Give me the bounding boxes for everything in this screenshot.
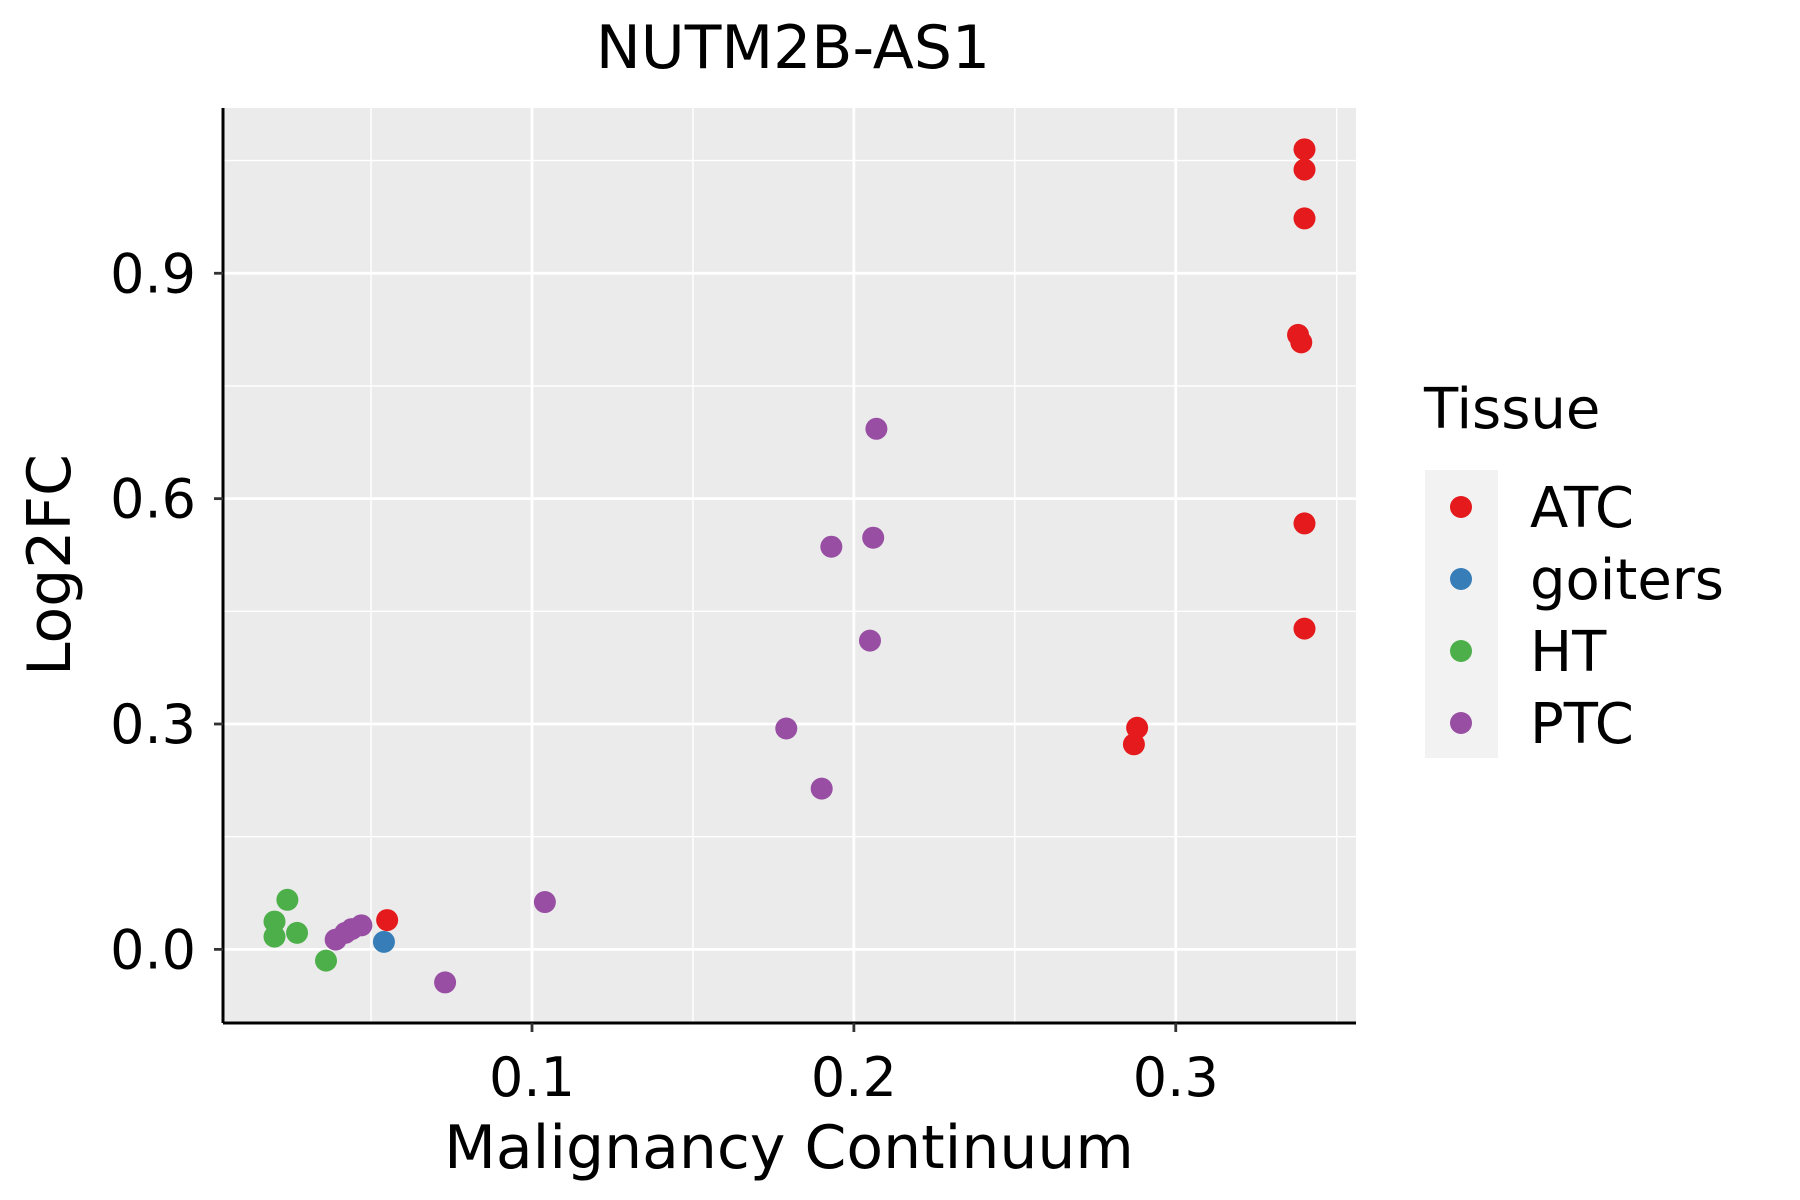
legend-key-goiters xyxy=(1450,568,1472,590)
legend-label-atc: ATC xyxy=(1530,476,1634,541)
point-ht xyxy=(263,925,286,948)
point-ptc xyxy=(324,928,347,951)
legend-key-ht xyxy=(1450,640,1472,662)
point-ptc xyxy=(810,777,833,800)
y-tick-label: 0.9 xyxy=(110,242,196,305)
point-atc xyxy=(376,909,399,932)
legend-label-ptc: PTC xyxy=(1530,692,1634,757)
point-atc xyxy=(1293,512,1316,535)
x-tick-label: 0.2 xyxy=(811,1046,897,1109)
x-tick-label: 0.3 xyxy=(1133,1046,1219,1109)
data-points xyxy=(263,138,1316,994)
legend-key-ptc xyxy=(1450,712,1472,734)
point-atc xyxy=(1293,158,1316,181)
y-axis-ticks: 0.0 0.3 0.6 0.9 xyxy=(110,242,223,981)
point-atc xyxy=(1290,331,1313,354)
minor-grid xyxy=(223,108,1356,1023)
point-atc xyxy=(1293,138,1316,161)
chart-title: NUTM2B-AS1 xyxy=(596,13,990,83)
point-ptc xyxy=(865,417,888,440)
x-axis-ticks: 0.1 0.2 0.3 xyxy=(489,1023,1219,1109)
y-tick-label: 0.0 xyxy=(110,918,196,981)
point-atc xyxy=(1293,207,1316,230)
y-axis-title: Log2FC xyxy=(15,454,85,676)
point-goiters xyxy=(372,930,395,953)
point-atc xyxy=(1122,733,1145,756)
point-ptc xyxy=(820,535,843,558)
legend: Tissue ATC goiters HT PTC xyxy=(1423,377,1724,758)
y-tick-label: 0.3 xyxy=(110,693,196,756)
plot-panel xyxy=(223,108,1356,1023)
point-ptc xyxy=(775,717,798,740)
point-ptc xyxy=(858,629,881,652)
x-tick-label: 0.1 xyxy=(489,1046,575,1109)
point-ht xyxy=(286,921,309,944)
point-ptc xyxy=(862,526,885,549)
point-atc xyxy=(1293,617,1316,640)
legend-key-background xyxy=(1425,470,1498,758)
x-axis-title: Malignancy Continuum xyxy=(444,1113,1134,1183)
point-ptc xyxy=(533,891,556,914)
point-ht xyxy=(315,949,337,972)
legend-label-ht: HT xyxy=(1530,620,1607,685)
point-ht xyxy=(276,888,299,911)
point-atc xyxy=(1126,716,1149,739)
legend-title: Tissue xyxy=(1423,377,1600,442)
y-tick-label: 0.6 xyxy=(110,468,196,531)
point-ptc xyxy=(434,971,457,994)
legend-key-atc xyxy=(1450,496,1472,518)
legend-label-goiters: goiters xyxy=(1530,548,1724,613)
